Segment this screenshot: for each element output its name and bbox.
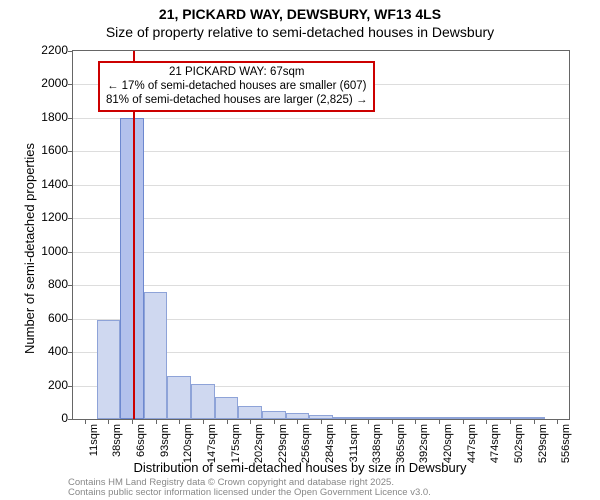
x-tick-mark [297,419,298,424]
y-tick-mark [68,218,73,219]
x-tick-label: 120sqm [182,424,194,464]
x-tick-label: 338sqm [371,424,383,464]
histogram-bar [191,384,215,419]
y-tick-label: 1000 [28,244,68,258]
x-tick-mark [203,419,204,424]
y-tick-label: 1400 [28,177,68,191]
y-tick-label: 0 [28,411,68,425]
histogram-bar [97,320,121,419]
y-tick-label: 2000 [28,76,68,90]
y-tick-mark [68,151,73,152]
annotation-line2: ← 17% of semi-detached houses are smalle… [106,80,367,94]
annotation-line1: 21 PICKARD WAY: 67sqm [106,66,367,80]
x-tick-label: 229sqm [277,424,289,464]
y-tick-label: 2200 [28,43,68,57]
y-tick-mark [68,185,73,186]
plot-area: 21 PICKARD WAY: 67sqm ← 17% of semi-deta… [72,50,570,420]
footer-attribution: Contains HM Land Registry data © Crown c… [68,478,431,499]
y-tick-label: 600 [28,311,68,325]
histogram-bar [215,397,239,419]
grid-line [73,252,569,253]
x-tick-label: 474sqm [489,424,501,464]
x-tick-mark [321,419,322,424]
x-tick-mark [486,419,487,424]
grid-line [73,185,569,186]
y-tick-mark [68,352,73,353]
y-tick-mark [68,118,73,119]
x-tick-label: 284sqm [324,424,336,464]
x-tick-label: 93sqm [159,424,171,464]
x-tick-mark [463,419,464,424]
title-block: 21, PICKARD WAY, DEWSBURY, WF13 4LS Size… [0,0,600,41]
x-tick-label: 420sqm [442,424,454,464]
x-tick-label: 147sqm [206,424,218,464]
y-tick-mark [68,319,73,320]
x-tick-label: 392sqm [418,424,430,464]
grid-line [73,118,569,119]
x-tick-label: 175sqm [230,424,242,464]
histogram-bar [144,292,168,419]
x-tick-mark [392,419,393,424]
y-tick-label: 1200 [28,210,68,224]
y-tick-mark [68,51,73,52]
x-tick-mark [250,419,251,424]
x-tick-label: 556sqm [560,424,572,464]
y-tick-label: 200 [28,378,68,392]
histogram-bar [262,411,286,419]
y-tick-label: 800 [28,277,68,291]
x-tick-label: 256sqm [300,424,312,464]
y-tick-mark [68,386,73,387]
grid-line [73,218,569,219]
x-tick-mark [415,419,416,424]
x-tick-mark [156,419,157,424]
x-tick-mark [510,419,511,424]
x-tick-mark [85,419,86,424]
x-tick-label: 38sqm [111,424,123,464]
x-tick-label: 11sqm [88,424,100,464]
x-tick-mark [368,419,369,424]
y-tick-mark [68,252,73,253]
y-tick-mark [68,285,73,286]
y-tick-label: 1600 [28,143,68,157]
y-tick-mark [68,84,73,85]
y-tick-label: 400 [28,344,68,358]
histogram-bar [120,118,144,419]
x-tick-mark [274,419,275,424]
x-tick-mark [557,419,558,424]
y-tick-mark [68,419,73,420]
x-tick-mark [345,419,346,424]
chart-subtitle: Size of property relative to semi-detach… [0,24,600,42]
x-tick-label: 365sqm [395,424,407,464]
annotation-line3: 81% of semi-detached houses are larger (… [106,94,367,108]
x-tick-label: 447sqm [466,424,478,464]
x-tick-label: 202sqm [253,424,265,464]
x-tick-mark [227,419,228,424]
footer-line2: Contains public sector information licen… [68,488,431,498]
histogram-bar [167,376,191,419]
histogram-bar [238,406,262,419]
chart-container: 21, PICKARD WAY, DEWSBURY, WF13 4LS Size… [0,0,600,500]
annotation-box: 21 PICKARD WAY: 67sqm ← 17% of semi-deta… [98,61,375,112]
x-tick-label: 502sqm [513,424,525,464]
x-tick-mark [439,419,440,424]
x-tick-mark [534,419,535,424]
x-tick-mark [132,419,133,424]
x-tick-label: 529sqm [537,424,549,464]
x-tick-label: 311sqm [348,424,360,464]
chart-title: 21, PICKARD WAY, DEWSBURY, WF13 4LS [0,6,600,24]
x-tick-label: 66sqm [135,424,147,464]
x-tick-mark [108,419,109,424]
x-tick-mark [179,419,180,424]
grid-line [73,151,569,152]
y-tick-label: 1800 [28,110,68,124]
grid-line [73,285,569,286]
